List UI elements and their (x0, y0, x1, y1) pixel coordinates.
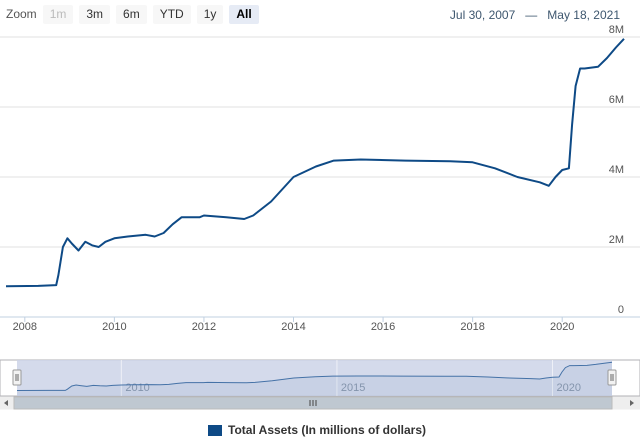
x-tick-label: 2016 (371, 321, 395, 333)
x-tick-label: 2018 (460, 321, 484, 333)
navigator-tick-label: 2015 (341, 382, 365, 394)
scroll-left-arrow-icon (4, 400, 8, 406)
x-tick-label: 2012 (192, 321, 216, 333)
range-dash: — (525, 8, 538, 22)
y-tick-label: 6M (609, 94, 624, 106)
date-range: Jul 30, 2007 — May 18, 2021 (450, 8, 620, 22)
y-tick-label: 0 (618, 304, 624, 316)
zoom-bar: Zoom 1m 3m 6m YTD 1y All (0, 4, 265, 24)
gridlines (0, 36, 640, 318)
x-axis: 2008 2010 2012 2014 2016 2018 2020 (0, 316, 640, 333)
navigator-left-handle (12, 369, 22, 386)
series-line (5, 38, 625, 288)
y-tick-label: 4M (609, 164, 624, 176)
x-tick-label: 2010 (102, 321, 126, 333)
range-to-input[interactable]: May 18, 2021 (547, 8, 620, 22)
scroll-right-arrow-icon (630, 400, 634, 406)
zoom-3m-button[interactable]: 3m (79, 4, 111, 24)
zoom-1y-button[interactable]: 1y (196, 4, 224, 24)
x-tick-label: 2008 (13, 321, 37, 333)
legend-label: Total Assets (In millions of dollars) (228, 423, 427, 437)
navigator-tick-label: 2020 (557, 382, 581, 394)
y-tick-label: 2M (609, 234, 624, 246)
zoom-label: Zoom (6, 7, 37, 21)
x-tick-label: 2014 (281, 321, 305, 333)
zoom-6m-button[interactable]: 6m (116, 4, 147, 24)
navigator-right-handle (607, 369, 617, 386)
y-tick-label: 8M (609, 24, 624, 36)
legend[interactable]: Total Assets (In millions of dollars) (208, 423, 426, 437)
x-tick-label: 2020 (550, 321, 574, 333)
zoom-all-button[interactable]: All (229, 4, 259, 24)
y-axis: 0 2M 4M 6M 8M (609, 24, 624, 316)
range-from-input[interactable]: Jul 30, 2007 (449, 8, 516, 22)
navigator-area (17, 362, 612, 396)
zoom-ytd-button[interactable]: YTD (152, 4, 191, 24)
series-group (5, 38, 625, 288)
navigator-line (16, 361, 613, 391)
zoom-1m-button[interactable]: 1m (42, 4, 74, 24)
legend-swatch (208, 424, 222, 436)
navigator[interactable]: 2010 2015 2020 (0, 359, 640, 397)
scrollbar[interactable] (0, 396, 640, 410)
